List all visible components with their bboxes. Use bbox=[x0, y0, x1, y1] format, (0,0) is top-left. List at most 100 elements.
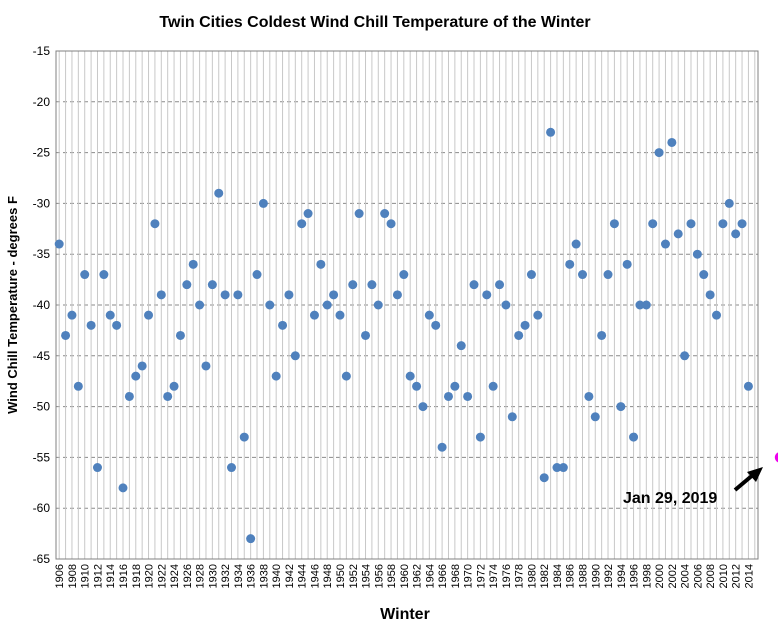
data-point bbox=[609, 219, 619, 229]
x-tick-label: 2002 bbox=[667, 564, 679, 588]
data-point bbox=[526, 270, 536, 280]
data-point bbox=[175, 330, 185, 340]
y-axis-label: Wind Chill Temperature - degrees F bbox=[5, 196, 20, 414]
x-tick-label: 1938 bbox=[258, 564, 270, 588]
annotation: Jan 29, 2019 bbox=[623, 467, 763, 507]
data-point bbox=[214, 188, 224, 198]
x-tick-label: 1982 bbox=[539, 564, 551, 588]
x-tick-label: 2004 bbox=[680, 564, 692, 588]
data-point bbox=[578, 270, 587, 280]
data-point bbox=[405, 371, 415, 381]
data-point bbox=[150, 219, 160, 229]
x-tick-label: 1908 bbox=[67, 564, 79, 588]
x-tick-label: 1954 bbox=[361, 564, 373, 588]
x-tick-label: 1986 bbox=[565, 564, 577, 588]
data-point bbox=[437, 442, 447, 452]
data-point bbox=[431, 320, 441, 330]
data-point bbox=[118, 483, 128, 493]
data-point bbox=[565, 259, 575, 269]
data-point bbox=[297, 219, 307, 229]
y-tick-label: -25 bbox=[33, 146, 51, 160]
x-tick-label: 1970 bbox=[463, 564, 475, 588]
y-tick-label: -15 bbox=[33, 44, 51, 58]
data-point bbox=[520, 320, 530, 330]
data-point bbox=[546, 127, 556, 137]
data-point bbox=[635, 300, 645, 310]
data-point bbox=[131, 371, 141, 381]
x-tick-label: 2014 bbox=[743, 564, 755, 588]
data-point bbox=[686, 219, 696, 229]
data-point bbox=[182, 280, 192, 290]
data-point bbox=[54, 239, 64, 249]
x-tick-label: 1964 bbox=[424, 564, 436, 588]
x-tick-label: 1980 bbox=[526, 564, 538, 588]
annotation-arrow-line bbox=[733, 472, 756, 492]
data-point bbox=[399, 270, 409, 280]
data-point bbox=[252, 270, 262, 280]
x-tick-label: 1940 bbox=[271, 564, 283, 588]
data-point bbox=[73, 381, 83, 391]
data-point bbox=[495, 280, 505, 290]
data-point bbox=[412, 381, 422, 391]
y-tick-label: -50 bbox=[33, 400, 51, 414]
data-point bbox=[488, 381, 498, 391]
data-point bbox=[80, 270, 90, 280]
data-point bbox=[737, 219, 747, 229]
data-point bbox=[380, 209, 390, 219]
data-point bbox=[124, 391, 134, 401]
data-point bbox=[86, 320, 96, 330]
data-point bbox=[309, 310, 319, 320]
data-point bbox=[61, 330, 71, 340]
x-tick-label: 1918 bbox=[131, 564, 143, 588]
data-point bbox=[239, 432, 249, 442]
data-point bbox=[603, 270, 613, 280]
data-point bbox=[680, 351, 690, 361]
x-tick-label: 1978 bbox=[514, 564, 526, 588]
data-point bbox=[169, 381, 179, 391]
data-point bbox=[533, 310, 543, 320]
x-tick-label: 1972 bbox=[475, 564, 487, 588]
data-point bbox=[271, 371, 281, 381]
data-point bbox=[105, 310, 115, 320]
x-tick-label: 1920 bbox=[144, 564, 156, 588]
x-tick-label: 1962 bbox=[412, 564, 424, 588]
y-tick-label: -40 bbox=[33, 298, 51, 312]
data-point bbox=[692, 249, 702, 259]
data-point bbox=[233, 290, 243, 300]
x-tick-label: 1942 bbox=[284, 564, 296, 588]
data-point bbox=[92, 463, 102, 473]
annotation-label: Jan 29, 2019 bbox=[623, 490, 717, 507]
x-tick-label: 1960 bbox=[399, 564, 411, 588]
x-tick-label: 2006 bbox=[692, 564, 704, 588]
data-point bbox=[724, 198, 734, 208]
data-point bbox=[629, 432, 639, 442]
data-point bbox=[456, 341, 466, 351]
data-point bbox=[699, 270, 709, 280]
x-tick-label: 1906 bbox=[54, 564, 66, 588]
x-tick-label: 1930 bbox=[207, 564, 219, 588]
x-tick-label: 1952 bbox=[348, 564, 360, 588]
data-point bbox=[329, 290, 339, 300]
x-tick-label: 1998 bbox=[641, 564, 653, 588]
data-point bbox=[373, 300, 383, 310]
data-point bbox=[67, 310, 77, 320]
y-tick-label: -60 bbox=[33, 501, 51, 515]
data-point bbox=[552, 463, 562, 473]
data-point bbox=[731, 229, 741, 239]
annotation-arrow-head bbox=[747, 467, 763, 482]
data-points bbox=[54, 127, 778, 544]
data-point bbox=[660, 239, 670, 249]
data-point bbox=[367, 280, 377, 290]
x-tick-label: 1958 bbox=[386, 564, 398, 588]
chart-title: Twin Cities Coldest Wind Chill Temperatu… bbox=[159, 14, 590, 31]
x-tick-label: 1948 bbox=[322, 564, 334, 588]
data-point bbox=[443, 391, 453, 401]
data-point bbox=[597, 330, 607, 340]
x-tick-label: 1990 bbox=[590, 564, 602, 588]
data-point bbox=[482, 290, 492, 300]
x-tick-label: 1914 bbox=[105, 564, 117, 588]
x-tick-label: 2000 bbox=[654, 564, 666, 588]
data-point bbox=[571, 239, 581, 249]
x-tick-label: 2010 bbox=[718, 564, 730, 588]
data-point bbox=[705, 290, 715, 300]
